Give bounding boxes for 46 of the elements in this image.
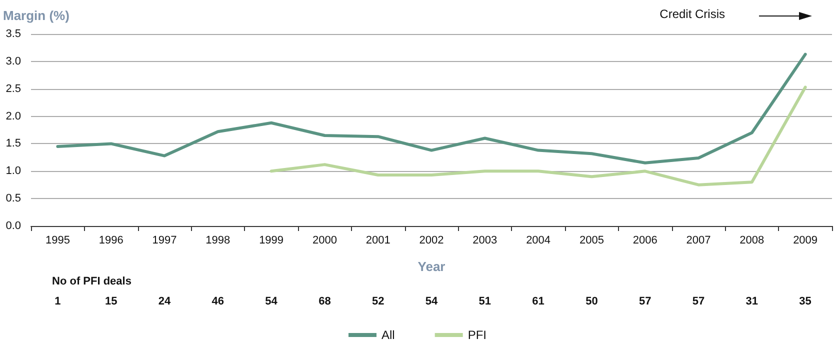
x-tick-label: 2001	[366, 234, 390, 246]
legend-label: All	[382, 328, 395, 342]
text: 61	[532, 296, 544, 308]
text: 54	[265, 296, 278, 308]
x-tick-label: 1999	[259, 234, 284, 246]
text: 1	[54, 296, 61, 308]
text: 51	[478, 296, 492, 308]
y-axis-title: Margin (%)	[3, 8, 70, 23]
x-axis-title: Year	[418, 259, 446, 274]
x-tick-label: 2009	[793, 234, 818, 246]
text: 57	[638, 296, 652, 308]
line-series	[270, 86, 807, 186]
x-tick-label: 2002	[419, 234, 444, 246]
line-series	[56, 52, 807, 164]
x-tick-label: 1995	[45, 234, 70, 246]
text: 52	[372, 296, 384, 308]
text: 15	[104, 296, 118, 308]
legend-label: PFI	[468, 328, 487, 342]
y-tick-label: 0.0	[6, 220, 21, 232]
text: 50	[586, 296, 598, 308]
x-tick-label: 1996	[98, 234, 124, 246]
text: 46	[212, 296, 224, 308]
x-tick-label: 1998	[206, 234, 230, 246]
y-tick-label: 3.0	[6, 55, 21, 68]
text: 54	[425, 296, 438, 308]
text: 31	[746, 296, 758, 308]
y-tick-label: 0.5	[6, 192, 21, 205]
text: 24	[158, 296, 172, 308]
x-tick-label: 2004	[526, 234, 551, 246]
text: Credit Crisis	[660, 7, 726, 21]
y-tick-label: 2.0	[6, 110, 21, 122]
x-tick-label: 2005	[579, 234, 604, 246]
text: 35	[799, 296, 812, 308]
y-tick-label: 1.0	[6, 165, 21, 178]
x-tick-label: 2007	[686, 234, 711, 246]
text: No of PFI deals	[52, 276, 132, 288]
x-tick-label: 2003	[472, 234, 498, 246]
text: 68	[318, 296, 331, 308]
y-tick-label: 1.5	[6, 138, 21, 150]
x-tick-label: 1997	[152, 234, 177, 246]
y-tick-label: 3.5	[6, 28, 21, 40]
x-tick-label: 2006	[632, 234, 658, 246]
text: 57	[692, 296, 705, 308]
x-tick-label: 2000	[312, 234, 337, 246]
x-tick-label: 2008	[740, 234, 764, 246]
y-tick-label: 2.5	[6, 82, 21, 95]
